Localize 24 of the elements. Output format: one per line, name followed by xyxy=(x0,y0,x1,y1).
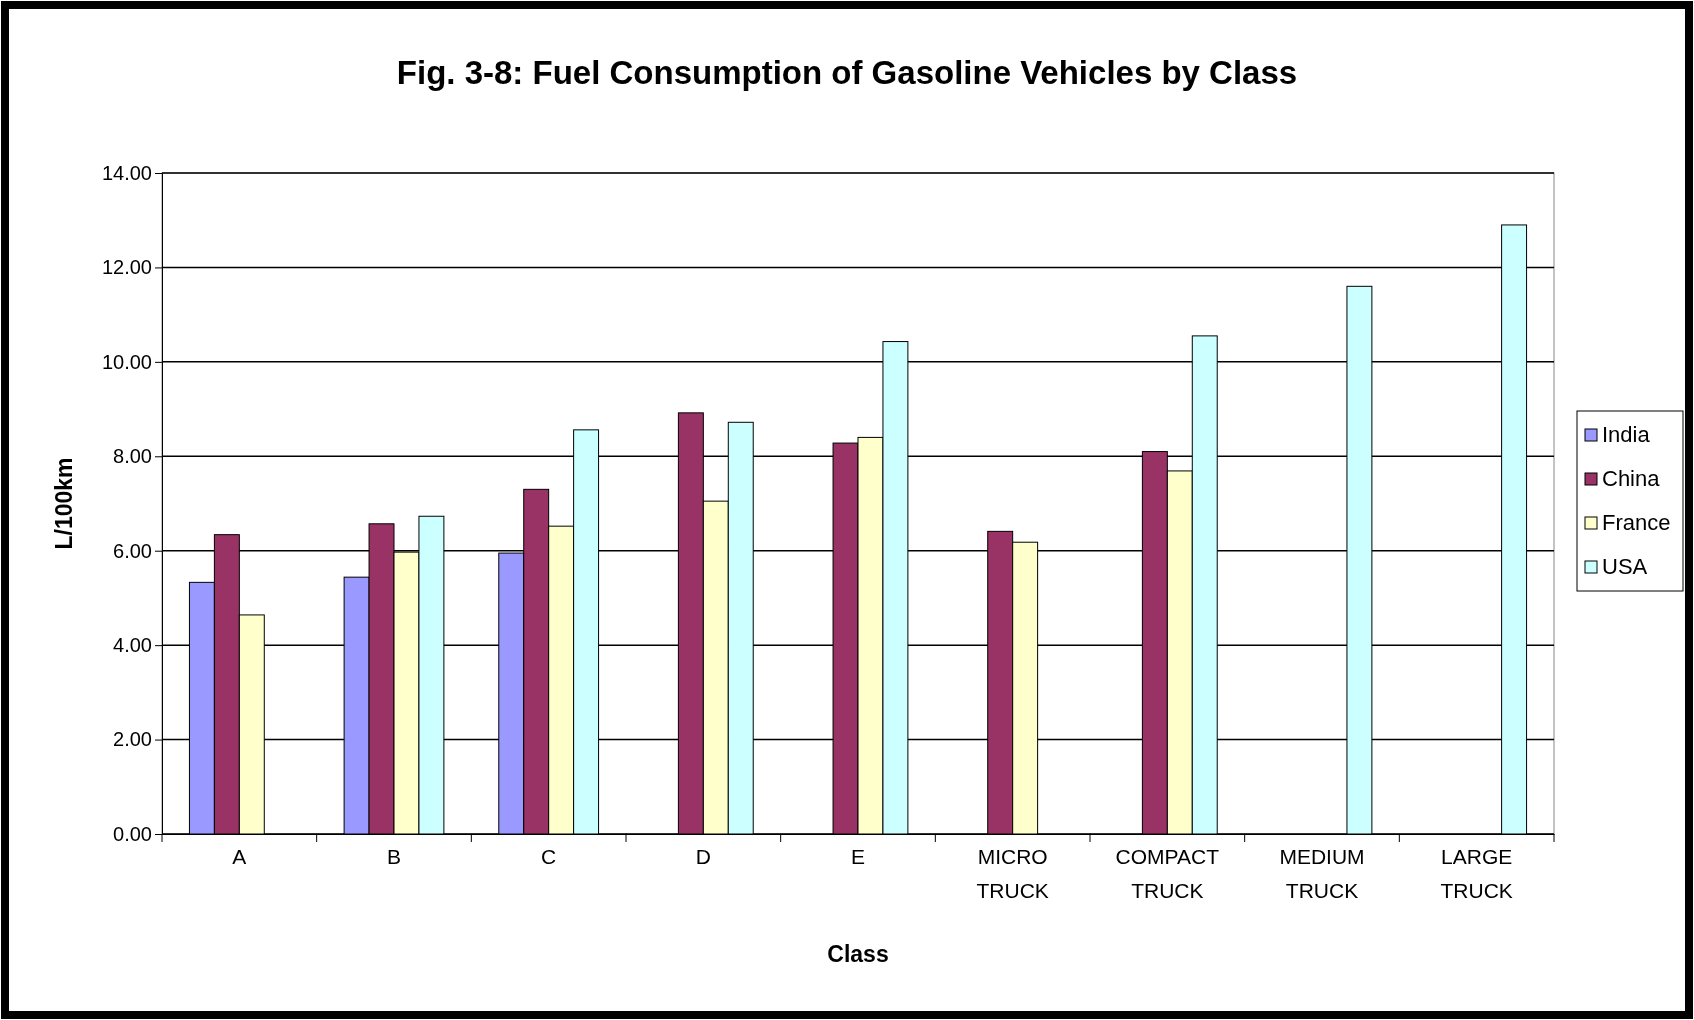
y-tick-label: 10.00 xyxy=(101,350,152,373)
x-tick-label: C xyxy=(541,845,557,869)
x-tick-label: D xyxy=(695,845,711,869)
y-tick-label: 4.00 xyxy=(113,634,152,657)
y-tick-label: 14.00 xyxy=(101,161,152,184)
y-tick-label: 6.00 xyxy=(113,539,152,562)
legend-label: China xyxy=(1602,466,1661,491)
x-tick-label: COMPACT TRUCK xyxy=(1115,845,1220,902)
y-tick-label: 2.00 xyxy=(113,728,152,751)
x-tick-label: E xyxy=(850,845,866,869)
x-tick-label: MICRO TRUCK xyxy=(976,845,1049,902)
chart-title: Fig. 3-8: Fuel Consumption of Gasoline Vehicles by Class xyxy=(396,54,1298,91)
y-tick-label: 8.00 xyxy=(113,445,152,468)
legend-label: France xyxy=(1602,510,1671,535)
legend-label: USA xyxy=(1602,554,1648,579)
y-axis-title: L/100km xyxy=(51,457,77,550)
x-axis-title: Class xyxy=(827,941,889,967)
x-tick-label: B xyxy=(386,845,402,869)
y-tick-label: 0.00 xyxy=(113,822,152,845)
x-tick-label: LARGE TRUCK xyxy=(1440,845,1513,902)
x-tick-label: MEDIUM TRUCK xyxy=(1279,845,1365,902)
x-tick-label: A xyxy=(232,845,247,869)
legend-label: India xyxy=(1602,422,1651,447)
y-tick-label: 12.00 xyxy=(101,256,152,279)
